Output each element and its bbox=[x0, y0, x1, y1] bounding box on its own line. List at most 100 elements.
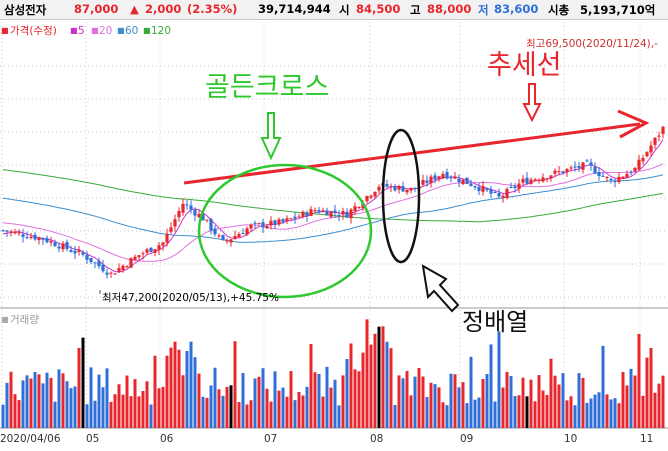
volume-bar bbox=[129, 396, 133, 428]
candle-body bbox=[533, 179, 537, 181]
candle-body bbox=[493, 191, 497, 193]
volume-bar bbox=[81, 337, 85, 428]
volume-bar bbox=[365, 319, 369, 428]
volume-bar bbox=[265, 388, 269, 428]
candle-body bbox=[53, 242, 57, 247]
trend-line-label: 추세선 bbox=[487, 50, 562, 81]
volume-bar bbox=[389, 348, 393, 428]
candle-body bbox=[525, 177, 529, 184]
candle-body bbox=[545, 178, 549, 180]
volume-bar bbox=[209, 385, 213, 428]
volume-bar bbox=[429, 382, 433, 428]
candles bbox=[1, 125, 665, 279]
legend-ma-label-20: 20 bbox=[99, 25, 112, 37]
volume-bar bbox=[521, 377, 525, 428]
candle-body bbox=[465, 177, 469, 184]
candle-body bbox=[173, 219, 177, 227]
volume-bar bbox=[237, 402, 241, 428]
candle-body bbox=[73, 250, 77, 254]
candle-body bbox=[17, 232, 21, 234]
candle-body bbox=[437, 176, 441, 180]
candle-body bbox=[529, 179, 533, 184]
volume-bar bbox=[333, 379, 337, 428]
volume-bar bbox=[149, 404, 153, 428]
legend-ma-label-5: 5 bbox=[78, 25, 85, 37]
volume-bar bbox=[385, 341, 389, 428]
volume-bar bbox=[29, 378, 33, 428]
volume-bar bbox=[241, 373, 245, 428]
candle-body bbox=[445, 172, 449, 179]
volume-bar bbox=[529, 379, 533, 428]
candle-body bbox=[169, 227, 173, 232]
volume-bar bbox=[197, 373, 201, 428]
volume-bar bbox=[317, 373, 321, 428]
candle-body bbox=[509, 186, 513, 188]
volume-bar bbox=[337, 405, 341, 428]
candle-body bbox=[189, 205, 193, 210]
candle-body bbox=[449, 176, 453, 179]
volume-bar bbox=[49, 377, 53, 428]
volume-bar bbox=[1, 404, 5, 428]
volume-bar bbox=[381, 326, 385, 428]
volume-bar bbox=[273, 371, 277, 428]
candle-body bbox=[641, 157, 645, 162]
volume-bar bbox=[225, 386, 229, 428]
candle-body bbox=[581, 162, 585, 170]
candle-body bbox=[425, 180, 429, 183]
candle-body bbox=[397, 185, 401, 190]
candle-body bbox=[573, 166, 577, 168]
open-label: 시 bbox=[339, 3, 350, 17]
volume-bar bbox=[653, 392, 657, 428]
candle-body bbox=[69, 249, 73, 252]
volume-bar bbox=[461, 382, 465, 428]
candle-body bbox=[249, 224, 253, 229]
up-arrow-icon: ▲ bbox=[130, 2, 139, 16]
candle-body bbox=[185, 204, 189, 206]
price-change-pct: (2.35%) bbox=[187, 2, 238, 16]
volume-bar bbox=[261, 368, 265, 428]
legend-ma-swatch-60: ■ bbox=[117, 26, 125, 35]
candle-body bbox=[297, 216, 301, 218]
volume-bar bbox=[77, 347, 81, 428]
volume-bar bbox=[341, 375, 345, 428]
volume-bar bbox=[409, 395, 413, 428]
x-tick-label: 09 bbox=[460, 433, 473, 445]
candle-body bbox=[561, 171, 565, 173]
candle-body bbox=[125, 266, 129, 268]
candle-body bbox=[197, 214, 201, 218]
volume-bar bbox=[489, 344, 493, 428]
volume-bar bbox=[453, 374, 457, 428]
volume-bar bbox=[413, 376, 417, 428]
volume-bar bbox=[493, 401, 497, 428]
legend-price-swatch: ■ bbox=[1, 26, 9, 35]
volume-bar bbox=[221, 395, 225, 428]
candle-body bbox=[201, 213, 205, 221]
candle-body bbox=[601, 175, 605, 177]
volume-bar bbox=[393, 404, 397, 428]
chart-grid bbox=[0, 22, 668, 429]
volume-bar bbox=[637, 333, 641, 428]
volume-bar bbox=[657, 383, 661, 428]
volume-bar bbox=[641, 395, 645, 428]
mcap-value: 5,193,710억 bbox=[580, 3, 656, 17]
candle-body bbox=[157, 245, 161, 250]
candle-body bbox=[365, 195, 369, 202]
candle-body bbox=[37, 237, 41, 241]
legend-ma-swatch-120: ■ bbox=[143, 26, 151, 35]
candle-body bbox=[305, 212, 309, 217]
volume-bar bbox=[313, 372, 317, 428]
volume-bar bbox=[593, 394, 597, 428]
volume-bar bbox=[229, 385, 233, 428]
candle-body bbox=[61, 243, 65, 250]
legend-price-label: 가격(수정) bbox=[10, 24, 57, 37]
candle-body bbox=[501, 195, 505, 198]
candle-body bbox=[257, 223, 261, 225]
candle-body bbox=[213, 228, 217, 235]
volume-bar bbox=[661, 375, 665, 428]
candle-body bbox=[589, 162, 593, 166]
volume-bar bbox=[93, 400, 97, 428]
volume-bar bbox=[173, 341, 177, 428]
volume-bar bbox=[257, 376, 261, 428]
stock-name[interactable]: 삼성전자 bbox=[4, 3, 47, 17]
